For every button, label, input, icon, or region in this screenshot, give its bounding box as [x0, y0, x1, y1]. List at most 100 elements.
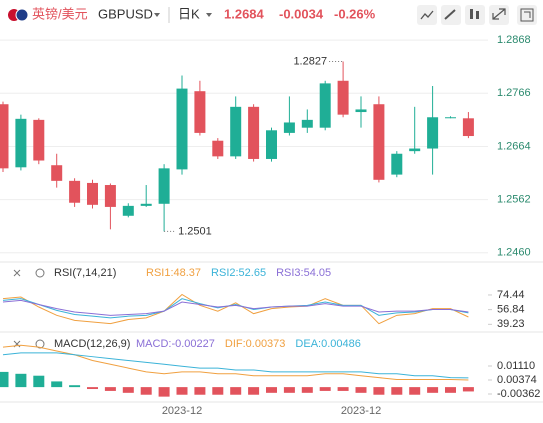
macd-bar — [266, 387, 277, 393]
candle-body — [301, 119, 313, 128]
pair-name[interactable]: 英镑/美元 — [32, 6, 88, 21]
pair-flags — [8, 8, 29, 22]
annotation: 1.2501 — [178, 225, 212, 237]
legend-entry: RSI3:54.05 — [276, 267, 331, 279]
candle-body — [283, 122, 295, 133]
indicator-title: RSI(7,14,21) — [54, 267, 116, 279]
candle-body — [104, 185, 116, 207]
candle-body — [230, 106, 242, 157]
candle-body — [122, 205, 134, 216]
change-pct: -0.26% — [334, 6, 376, 21]
macd-bar — [69, 385, 81, 388]
y-tick-label: 1.2766 — [497, 87, 531, 99]
candle-body — [140, 203, 152, 206]
candle-body — [266, 130, 277, 159]
candle-body — [355, 109, 367, 113]
candle-body — [212, 140, 224, 157]
candle-body — [69, 180, 81, 203]
candle-body — [373, 104, 385, 180]
macd-bar — [445, 387, 456, 393]
candle-body — [51, 165, 63, 181]
macd-bar — [409, 387, 421, 395]
indicator-line — [2, 352, 469, 379]
panel-icons — [13, 268, 45, 349]
y-tick-label: 0.00374 — [497, 374, 537, 386]
symbol[interactable]: GBPUSD — [98, 6, 153, 21]
close-icon[interactable] — [13, 269, 21, 277]
y-tick-label: 1.2562 — [497, 194, 531, 206]
macd-bar — [462, 387, 474, 392]
tool-button[interactable] — [465, 5, 485, 25]
candle-body — [87, 182, 98, 205]
macd-bar — [140, 387, 152, 395]
macd-bar — [319, 387, 331, 391]
x-tick-label: 2023-12 — [341, 405, 381, 417]
legend-entry: RSI1:48.37 — [146, 267, 201, 279]
macd-bar — [427, 387, 439, 393]
candle-body — [427, 117, 439, 149]
indicator-title: MACD(12,26,9) — [54, 338, 130, 350]
candle-body — [462, 118, 474, 137]
indicator-line — [2, 299, 469, 316]
macd-bar — [337, 387, 349, 391]
macd-bar — [283, 387, 295, 393]
legend-entry: RSI2:52.65 — [211, 267, 266, 279]
candle-body — [15, 118, 27, 168]
macd-bar — [391, 387, 403, 395]
candle-body — [391, 153, 403, 175]
indicator-line — [2, 298, 469, 319]
candle-body — [337, 80, 349, 115]
tool-button[interactable] — [441, 5, 461, 25]
toolbar — [417, 5, 537, 25]
tool-button[interactable] — [417, 5, 437, 25]
indicator-line — [2, 344, 469, 381]
legend-entry: DEA:0.00486 — [295, 338, 360, 350]
y-tick-label: 0.01110 — [497, 360, 535, 372]
tool-button[interactable] — [517, 5, 537, 25]
legend-entry: DIF:0.00373 — [225, 338, 286, 350]
macd-bar — [301, 387, 313, 393]
settings-icon[interactable] — [35, 268, 45, 278]
indicator-line — [2, 293, 469, 325]
macd-bar — [122, 387, 134, 393]
candle-body — [158, 168, 170, 204]
candle-body — [319, 83, 331, 128]
y-tick-label: -0.00362 — [497, 388, 540, 400]
x-tick-label: 2023-12 — [162, 405, 202, 417]
y-tick-label: 74.44 — [497, 289, 525, 301]
dropdown-arrow[interactable] — [154, 13, 160, 17]
candle-body — [409, 148, 421, 152]
y-tick-label: 1.2868 — [497, 34, 531, 46]
macd-bar — [248, 387, 260, 395]
macd-bar — [0, 371, 9, 388]
period[interactable]: 日K — [178, 6, 200, 21]
y-tick-label: 56.84 — [497, 304, 525, 316]
macd-bar — [87, 387, 98, 390]
macd-bar — [158, 387, 170, 397]
macd-bar — [230, 387, 242, 395]
tool-button[interactable] — [489, 5, 509, 25]
candle-body — [176, 88, 188, 170]
macd-bar — [194, 387, 206, 395]
macd-bar — [176, 387, 188, 395]
candle-body — [0, 104, 9, 169]
settings-icon[interactable] — [35, 339, 45, 349]
macd-bar — [104, 387, 116, 391]
macd-bar — [212, 387, 224, 395]
macd-bar — [33, 375, 45, 388]
y-tick-label: 1.2664 — [497, 140, 531, 152]
macd-bar — [355, 387, 367, 393]
dropdown-arrow[interactable] — [206, 13, 212, 17]
candle-body — [445, 117, 456, 119]
candle-body — [194, 91, 206, 133]
candle-body — [248, 106, 260, 159]
y-tick-label: 1.2460 — [497, 247, 531, 259]
price: 1.2684 — [224, 6, 265, 21]
candle-body — [33, 119, 45, 161]
legend-entry: MACD:-0.00227 — [136, 338, 215, 350]
y-tick-label: 39.23 — [497, 318, 525, 330]
macd-bar — [51, 381, 63, 388]
annotation: 1.2827 — [293, 55, 327, 67]
